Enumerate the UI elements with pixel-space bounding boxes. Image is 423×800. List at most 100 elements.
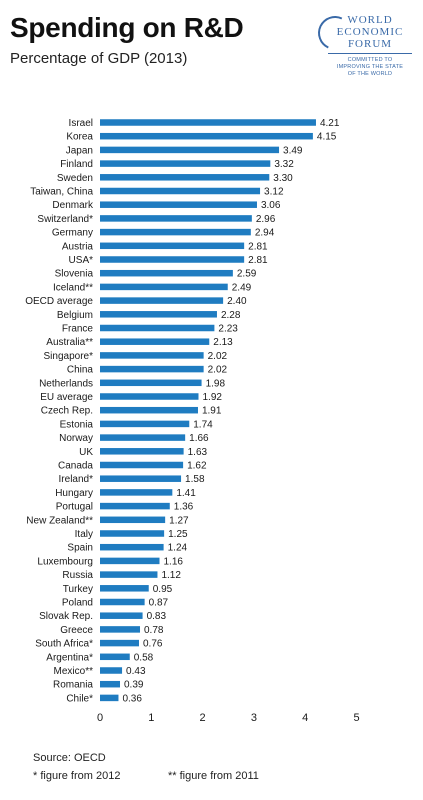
value-label: 2.13	[213, 337, 233, 348]
footnote-2012: * figure from 2012	[33, 770, 121, 782]
category-label: Israel	[69, 118, 93, 129]
value-label: 1.12	[161, 570, 181, 581]
category-label: China	[67, 365, 94, 376]
category-label: Finland	[60, 159, 93, 170]
category-label: Australia**	[46, 337, 93, 348]
value-label: 1.63	[188, 447, 208, 458]
bar	[100, 256, 245, 263]
category-label: Czech Rep.	[41, 406, 93, 417]
category-label: Russia	[62, 570, 93, 581]
value-label: 3.06	[261, 200, 281, 211]
category-label: Greece	[60, 625, 93, 636]
category-label: Portugal	[56, 502, 93, 513]
bar	[100, 379, 202, 387]
category-label: Poland	[62, 598, 93, 609]
value-label: 1.74	[193, 419, 213, 430]
value-label: 2.23	[218, 324, 238, 335]
bar	[100, 242, 245, 250]
value-label: 2.02	[208, 365, 228, 376]
category-label: UK	[79, 447, 93, 458]
bar	[100, 215, 252, 222]
bar	[100, 146, 280, 154]
value-label: 0.58	[134, 652, 154, 663]
category-label: Canada	[58, 461, 93, 472]
bar	[100, 187, 261, 195]
value-label: 1.41	[176, 488, 196, 499]
value-label: 0.95	[153, 584, 173, 595]
logo-tagline-3: OF THE WORLD	[347, 71, 393, 77]
value-label: 3.49	[283, 145, 303, 156]
bar	[100, 434, 186, 441]
x-tick-label: 5	[353, 712, 359, 724]
logo-tagline-1: COMMITTED TO	[347, 57, 393, 63]
bar-chart: Israel 4.21 Korea 4.15 Japan 3.49 Finland 3.32 S…	[25, 118, 359, 724]
value-label: 1.27	[169, 515, 189, 526]
bar	[100, 612, 143, 619]
value-label: 1.24	[168, 543, 188, 554]
value-label: 3.32	[274, 159, 294, 170]
value-label: 1.36	[174, 502, 194, 513]
value-label: 0.83	[147, 611, 167, 622]
category-label: EU average	[40, 392, 93, 403]
bar	[100, 571, 158, 578]
category-label: Spain	[67, 543, 93, 554]
category-label: South Africa*	[35, 639, 93, 650]
value-label: 2.81	[248, 241, 268, 252]
category-label: Chile*	[66, 693, 93, 704]
bar	[100, 338, 210, 345]
value-label: 0.76	[143, 639, 163, 650]
x-tick-label: 1	[148, 712, 154, 724]
bar	[100, 694, 119, 702]
category-label: Mexico**	[54, 666, 94, 677]
wef-logo: WORLD ECONOMIC FORUM COMMITTED TO IMPROV…	[313, 11, 414, 84]
x-tick-label: 4	[302, 712, 308, 724]
value-label: 2.94	[255, 228, 275, 239]
value-label: 1.62	[187, 461, 207, 472]
category-label: Luxembourg	[37, 556, 93, 567]
bar	[100, 420, 190, 428]
value-label: 2.81	[248, 255, 268, 266]
bar	[100, 667, 123, 674]
bar	[100, 585, 149, 592]
bar	[100, 516, 166, 524]
x-tick-label: 0	[97, 712, 103, 724]
bar	[100, 324, 215, 332]
value-label: 2.40	[227, 296, 247, 307]
category-label: Romania	[53, 680, 93, 691]
value-label: 2.49	[232, 282, 252, 293]
category-label: Belgium	[57, 310, 93, 321]
value-label: 3.30	[273, 173, 293, 184]
category-label: Korea	[66, 132, 93, 143]
category-label: France	[62, 324, 94, 335]
bar	[100, 283, 228, 291]
value-label: 1.91	[202, 406, 222, 417]
category-label: New Zealand**	[26, 515, 93, 526]
category-label: Iceland**	[53, 282, 93, 293]
bar	[100, 475, 182, 482]
category-label: Turkey	[63, 584, 93, 595]
value-label: 0.39	[124, 680, 144, 691]
value-label: 2.59	[237, 269, 257, 280]
bar	[100, 297, 224, 304]
value-label: 1.98	[206, 378, 226, 389]
bar	[100, 680, 121, 688]
value-label: 0.36	[122, 693, 142, 704]
category-label: USA*	[69, 255, 94, 266]
value-label: 1.66	[189, 433, 209, 444]
value-label: 2.96	[256, 214, 276, 225]
bar	[100, 393, 199, 400]
bar	[100, 352, 204, 359]
logo-divider	[328, 53, 412, 54]
category-label: Switzerland*	[37, 214, 93, 225]
value-label: 2.02	[208, 351, 228, 362]
bar	[100, 598, 145, 606]
category-label: Denmark	[52, 200, 94, 211]
value-label: 1.25	[168, 529, 188, 540]
value-label: 4.21	[320, 118, 340, 129]
category-label: Italy	[75, 529, 93, 540]
bar	[100, 489, 173, 496]
value-label: 1.92	[202, 392, 222, 403]
x-tick-label: 2	[200, 712, 206, 724]
x-tick-label: 3	[251, 712, 257, 724]
bar	[100, 406, 198, 414]
